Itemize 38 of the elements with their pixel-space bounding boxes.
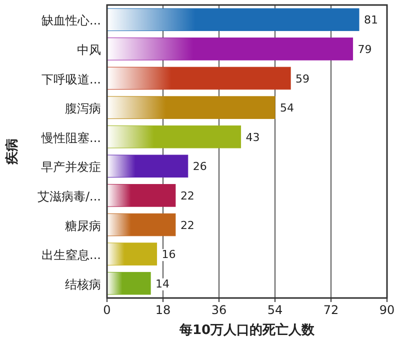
data-label: 59 — [296, 72, 310, 86]
data-label: 43 — [246, 130, 260, 144]
y-tick-label: 早产并发症 — [41, 160, 101, 174]
x-axis-title: 每10万人口的死亡人数 — [178, 322, 316, 338]
bar — [106, 213, 176, 236]
bar — [106, 66, 291, 90]
x-tick-label: 54 — [267, 303, 283, 317]
y-tick-label: 结核病 — [65, 277, 101, 292]
data-label: 16 — [162, 248, 176, 262]
x-tick-label: 18 — [155, 303, 171, 317]
bar — [106, 272, 151, 295]
x-tick-label: 0 — [103, 303, 111, 317]
y-tick-label: 缺血性心... — [42, 14, 101, 28]
data-label: 81 — [364, 14, 378, 27]
y-tick-label: 出生窒息... — [42, 248, 101, 262]
data-label: 26 — [192, 160, 207, 174]
data-label: 14 — [156, 277, 170, 290]
bar — [106, 125, 242, 148]
bar — [106, 38, 354, 60]
x-tick-label: 90 — [379, 303, 395, 317]
bar — [106, 8, 360, 32]
data-label: 79 — [358, 42, 372, 56]
bar — [106, 184, 176, 207]
x-tick-label: 72 — [323, 303, 339, 317]
bar — [106, 154, 188, 178]
y-axis-title: 疾病 — [4, 138, 20, 166]
y-tick-label: 慢性阻塞... — [40, 130, 101, 145]
y-tick-label: 下呼吸道... — [42, 72, 101, 86]
data-label: 22 — [180, 218, 194, 232]
y-tick-label: 糖尿病 — [65, 218, 101, 233]
y-tick-label: 中风 — [77, 42, 101, 57]
data-label: 22 — [180, 189, 194, 202]
y-tick-label: 艾滋病毒/... — [38, 189, 101, 204]
y-tick-label: 腹泻病 — [65, 102, 101, 116]
bar — [106, 96, 276, 119]
x-tick-label: 36 — [211, 303, 227, 317]
data-label: 54 — [280, 102, 294, 115]
bar — [106, 242, 158, 266]
